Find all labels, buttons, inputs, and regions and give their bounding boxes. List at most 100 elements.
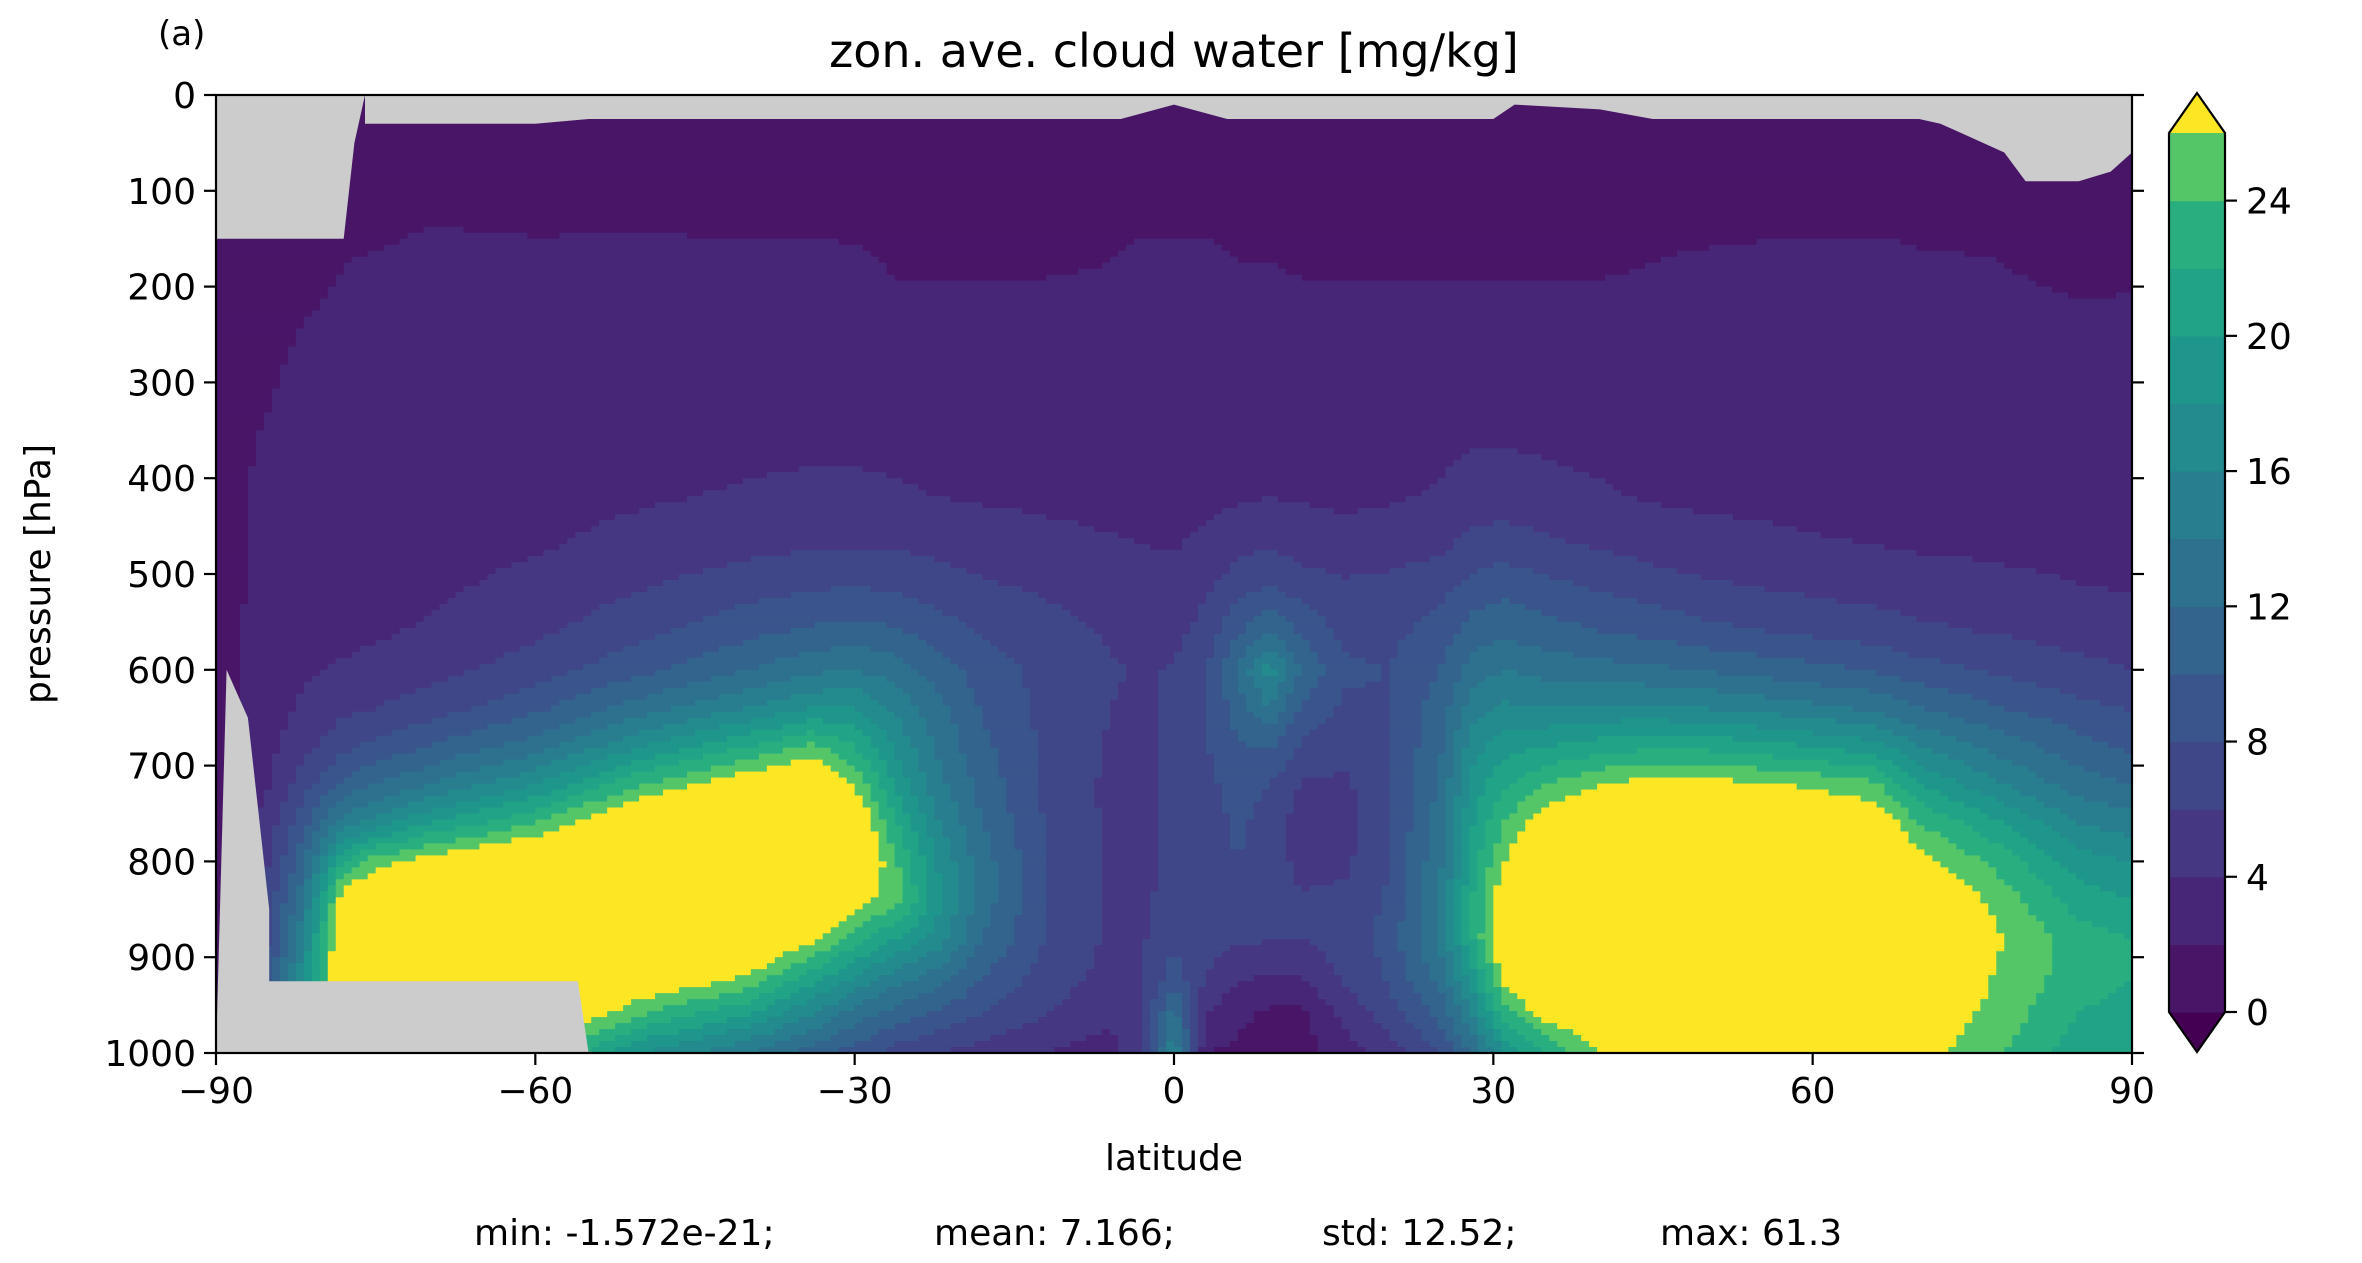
contour-cell	[1924, 705, 2005, 713]
contour-cell	[343, 795, 385, 803]
contour-cell	[327, 831, 337, 839]
contour-cell	[2052, 1047, 2132, 1053]
contour-cell	[447, 789, 504, 797]
contour-cell	[1213, 585, 1263, 593]
contour-cell	[1660, 502, 2132, 509]
contour-cell	[1189, 621, 1223, 629]
contour-cell	[1437, 663, 1462, 671]
contour-cell	[1150, 1047, 1159, 1053]
contour-cell	[239, 681, 305, 689]
contour-cell	[247, 484, 728, 491]
contour-cell	[1461, 1011, 1470, 1018]
contour-cell	[926, 873, 944, 880]
contour-cell	[910, 903, 928, 910]
contour-cell	[319, 975, 329, 982]
contour-cell	[2028, 903, 2069, 910]
contour-cell	[671, 627, 792, 635]
contour-cell	[1493, 1023, 1510, 1030]
contour-cell	[1477, 999, 1486, 1006]
contour-cell	[1237, 657, 1255, 665]
contour-cell	[934, 795, 952, 803]
contour-cell	[1445, 741, 1455, 749]
contour-cell	[726, 747, 784, 755]
contour-cell	[934, 603, 1063, 611]
contour-cell	[1181, 1023, 1191, 1030]
contour-cell	[1437, 759, 1455, 767]
contour-cell	[1493, 843, 1510, 851]
contour-cell	[599, 771, 632, 779]
contour-cell	[838, 771, 864, 779]
contour-cell	[894, 969, 928, 976]
contour-cell	[2004, 879, 2045, 886]
contour-cell	[958, 729, 991, 737]
contour-cell	[1357, 837, 1391, 845]
contour-cell	[942, 939, 968, 946]
contour-cell	[1229, 831, 1247, 839]
contour-cell	[1868, 777, 1894, 785]
contour-cell	[479, 843, 880, 851]
contour-cell	[615, 777, 664, 785]
contour-cell	[998, 645, 1111, 653]
contour-cell	[1365, 681, 1391, 689]
contour-cell	[1389, 693, 1431, 701]
contour-cell	[998, 879, 1023, 886]
contour-cell	[1852, 705, 1926, 713]
contour-cell	[1804, 591, 2132, 599]
contour-cell	[1213, 639, 1231, 647]
contour-cell	[1389, 843, 1407, 851]
contour-cell	[527, 753, 568, 761]
contour-cell	[1389, 789, 1415, 797]
contour-cell	[902, 837, 920, 845]
contour-cell	[1405, 633, 1455, 641]
contour-cell	[1461, 885, 1478, 892]
contour-cell	[1301, 1005, 1335, 1012]
contour-cell	[287, 843, 297, 851]
contour-cell	[663, 687, 744, 695]
missing-region	[216, 95, 2132, 182]
contour-cell	[1102, 735, 1159, 743]
contour-cell	[439, 759, 504, 767]
contour-cell	[966, 963, 991, 970]
contour-cell	[216, 184, 2132, 192]
contour-cell	[1102, 771, 1159, 779]
contour-cell	[1493, 849, 1510, 857]
contour-cell	[1389, 657, 1447, 665]
contour-cell	[1445, 705, 1462, 713]
contour-cell	[822, 1023, 856, 1030]
contour-cell	[1038, 945, 1095, 952]
contour-cell	[247, 532, 576, 539]
contour-cell	[822, 759, 848, 767]
contour-cell	[878, 813, 896, 821]
contour-cell	[1964, 759, 2013, 767]
contour-cell	[870, 585, 1023, 593]
contour-cell	[1158, 669, 1207, 677]
contour-cell	[1876, 753, 1910, 761]
contour-cell	[1102, 921, 1151, 928]
contour-cell	[216, 621, 241, 629]
contour-cell	[806, 729, 816, 737]
contour-cell	[1213, 759, 1287, 767]
contour-cell	[591, 759, 632, 767]
contour-cell	[1389, 675, 1439, 683]
contour-cell	[1477, 939, 1486, 946]
contour-cell	[216, 352, 289, 360]
contour-cell	[1237, 633, 1263, 641]
contour-cell	[1820, 681, 1926, 689]
contour-cell	[431, 741, 504, 749]
contour-cell	[287, 879, 305, 886]
contour-cell	[1429, 1041, 1455, 1048]
contour-cell	[1309, 502, 1391, 509]
contour-cell	[1158, 801, 1223, 809]
contour-cell	[1389, 801, 1415, 809]
contour-cell	[878, 723, 904, 731]
contour-cell	[854, 987, 888, 994]
contour-cell	[926, 861, 936, 868]
contour-cell	[591, 1047, 616, 1053]
contour-cell	[351, 807, 393, 815]
contour-cell	[1197, 1023, 1207, 1030]
contour-cell	[1469, 921, 1486, 928]
x-tick-label: −90	[178, 1071, 254, 1112]
contour-cell	[1237, 669, 1247, 677]
contour-cell	[966, 568, 1231, 575]
contour-cell	[2068, 1029, 2132, 1036]
